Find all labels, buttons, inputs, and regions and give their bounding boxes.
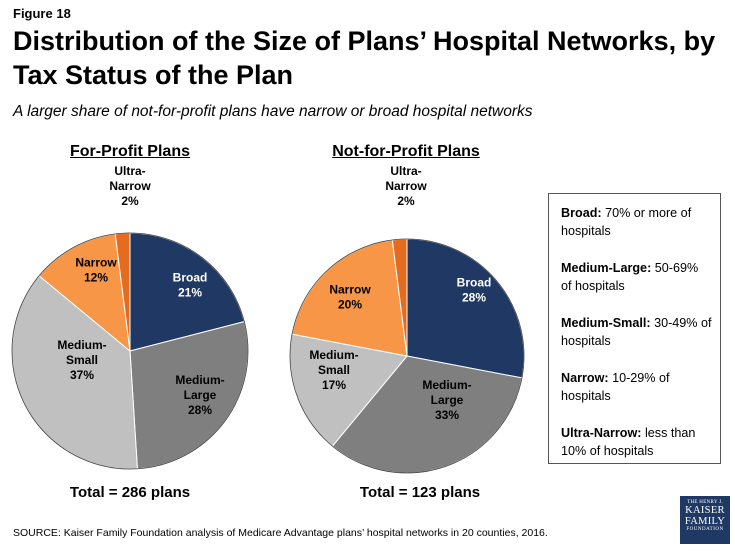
legend-item-medium-large: Medium-Large: 50-69% of hospitals [561,259,712,295]
pie-for-profit: Broad 21% Medium-Large 28% Medium-Small 37% Na… [11,164,249,470]
logo-line: KAISER [685,505,725,516]
legend-item-ultra-narrow: Ultra-Narrow: less than 10% of hospitals [561,424,712,460]
legend-term: Ultra-Narrow: [561,426,642,440]
legend-desc: 50-69% of hospitals [561,261,699,293]
slice-label-medium-small: Medium-Small 17% [309,348,358,392]
legend-term: Medium-Large: [561,261,652,275]
pie-title-not-for-profit: Not-for-Profit Plans [332,143,480,160]
legend: Broad: 70% or more of hospitals Medium-L… [548,193,721,464]
legend-desc: 10-29% of hospitals [561,371,670,403]
slice-label-broad: Broad 21% [173,271,208,300]
figure-label: Figure 18 [13,6,71,21]
chart-subtitle: A larger share of not-for-profit plans h… [13,103,533,120]
source-note: SOURCE: Kaiser Family Foundation analysi… [13,527,548,539]
logo-line: FAMILY [684,516,726,527]
legend-item-broad: Broad: 70% or more of hospitals [561,204,712,240]
pie-not-for-profit: Broad 28% Medium-Large 33% Medium-Small 17% Na… [289,164,525,474]
slice-label-narrow: Narrow 12% [75,256,117,285]
chart-title: Distribution of the Size of Plans’ Hospi… [13,26,716,90]
pie-title-for-profit: For-Profit Plans [69,143,190,160]
logo-line: THE HENRY J. [687,500,723,505]
legend-term: Broad: [561,206,602,220]
logo-line: FOUNDATION [686,527,724,532]
pie-slice-broad [406,238,525,379]
total-not-for-profit: Total = 123 plans [359,484,481,501]
slice-label-medium-small: Medium-Small 37% [57,338,106,382]
legend-desc: less than 10% of hospitals [561,426,696,458]
slice-label-ultra-narrow: Ultra-Narrow 2% [109,164,151,208]
legend-item-narrow: Narrow: 10-29% of hospitals [561,369,712,405]
legend-desc: 70% or more of hospitals [561,206,692,238]
kff-logo: THE HENRY J. KAISER FAMILY FOUNDATION [680,496,730,544]
pie-outline [289,238,525,474]
pie-outline [11,232,249,470]
legend-desc: 30-49% of hospitals [561,316,712,348]
slice-label-ultra-narrow: Ultra-Narrow 2% [385,164,427,208]
slice-label-broad: Broad 28% [457,276,492,305]
slice-label-narrow: Narrow 20% [329,283,371,312]
legend-term: Narrow: [561,371,609,385]
legend-term: Medium-Small: [561,316,651,330]
slice-label-medium-large: Medium-Large 28% [175,373,224,417]
slice-label-medium-large: Medium-Large 33% [422,378,471,422]
legend-item-medium-small: Medium-Small: 30-49% of hospitals [561,314,712,350]
total-for-profit: Total = 286 plans [69,484,191,501]
